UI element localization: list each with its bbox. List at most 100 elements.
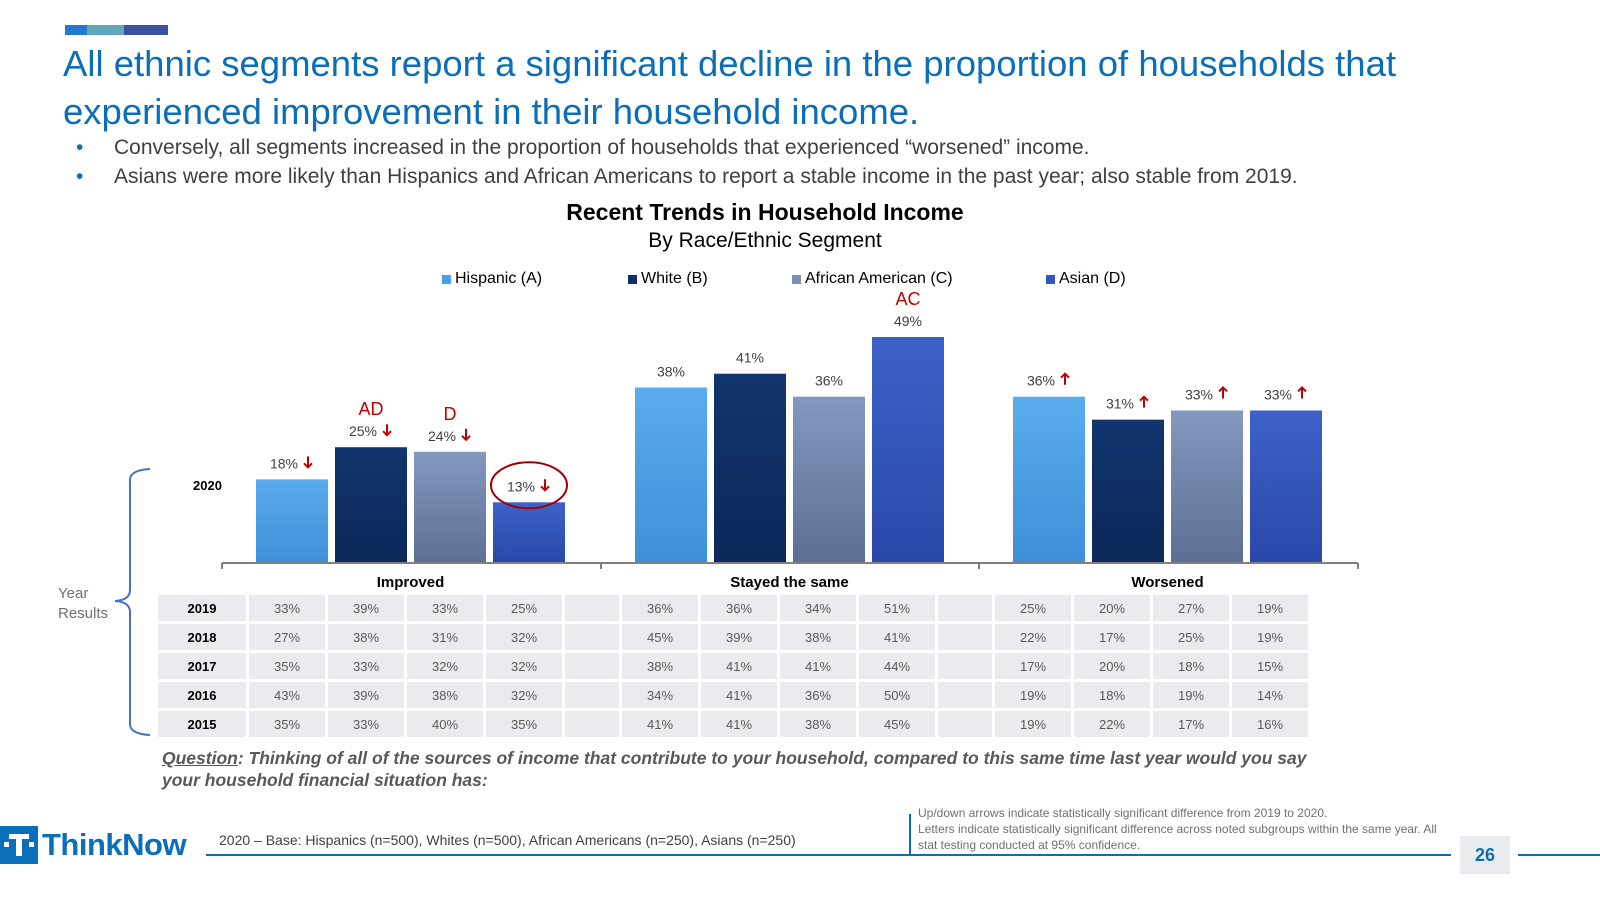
- legend-item-white: White (B): [628, 270, 708, 288]
- footnote-line: Up/down arrows indicate statistically si…: [918, 806, 1328, 820]
- question-text: : Thinking of all of the sources of inco…: [162, 748, 1307, 790]
- chart-subtitle: By Race/Ethnic Segment: [648, 229, 882, 252]
- accent-bar: [65, 25, 168, 35]
- results-cell: 20%: [1074, 653, 1150, 679]
- data-label: 13%: [507, 478, 535, 494]
- results-cell: 38%: [780, 711, 856, 737]
- legend-swatch: [442, 274, 451, 284]
- results-cell: 18%: [1074, 682, 1150, 708]
- results-cell: 33%: [328, 653, 404, 679]
- results-cell: 39%: [328, 595, 404, 621]
- results-cell: 41%: [701, 653, 777, 679]
- results-cell: 40%: [407, 711, 483, 737]
- results-cell: 15%: [1232, 653, 1308, 679]
- bar-asian-d-worsened: [1250, 410, 1322, 562]
- legend-swatch: [792, 274, 801, 284]
- legend-label: Asian (D): [1059, 270, 1126, 287]
- accent-segment: [87, 25, 124, 35]
- bar-african-american-c-improved: [414, 451, 486, 562]
- results-year-cell: 2018: [158, 624, 246, 650]
- results-cell: 32%: [486, 653, 562, 679]
- legend-label: African American (C): [805, 270, 953, 287]
- sig-up-arrow-icon: [1218, 386, 1228, 399]
- legend-label: White (B): [641, 270, 708, 287]
- results-row-2016: 2016 43% 39% 38% 32% 34% 41% 36% 50% 19% 18% 19% 14%: [158, 682, 1308, 708]
- results-cell: 16%: [1232, 711, 1308, 737]
- results-cell: 38%: [407, 682, 483, 708]
- footer-rule: [206, 854, 1451, 856]
- accent-segment: [65, 25, 87, 35]
- results-row-2018: 2018 27% 38% 31% 32% 45% 39% 38% 41% 22% 17% 25% 19%: [158, 624, 1308, 650]
- category-label: Worsened: [1131, 574, 1203, 591]
- bar-white-b-improved: [335, 447, 407, 562]
- bar-white-b-worsened: [1092, 419, 1164, 562]
- results-cell: 41%: [859, 624, 935, 650]
- survey-question: Question: Thinking of all of the sources…: [162, 747, 1342, 791]
- results-spacer-cell: [938, 595, 992, 621]
- bar-asian-d-stayed-the-same: [872, 337, 944, 562]
- sig-down-arrow-icon: [540, 479, 550, 492]
- results-cell: 27%: [249, 624, 325, 650]
- sig-down-arrow-icon: [461, 428, 471, 442]
- data-label: 41%: [736, 350, 764, 366]
- bullet-item: Conversely, all segments increased in th…: [76, 133, 1298, 162]
- results-cell: 19%: [1153, 682, 1229, 708]
- results-cell: 33%: [249, 595, 325, 621]
- bullet-item: Asians were more likely than Hispanics a…: [76, 162, 1298, 191]
- sig-down-arrow-icon: [303, 456, 313, 469]
- data-label: 25%: [349, 423, 377, 439]
- results-cell: 41%: [780, 653, 856, 679]
- bar-hispanic-a-improved: [256, 479, 328, 562]
- results-cell: 39%: [701, 624, 777, 650]
- highlight-circle: [490, 461, 568, 510]
- category-label: Improved: [377, 574, 445, 591]
- results-cell: 20%: [1074, 595, 1150, 621]
- results-cell: 36%: [701, 595, 777, 621]
- data-label: 49%: [894, 313, 922, 329]
- results-spacer-cell: [565, 653, 619, 679]
- logo-text: ThinkNow: [42, 827, 187, 862]
- year-results-label: Year Results: [58, 585, 109, 622]
- results-row-2015: 2015 35% 33% 40% 35% 41% 41% 38% 45% 19% 22% 17% 16%: [158, 711, 1308, 737]
- results-cell: 38%: [622, 653, 698, 679]
- legend-item-asian: Asian (D): [1046, 270, 1126, 288]
- results-cell: 45%: [622, 624, 698, 650]
- chart-title: Recent Trends in Household Income: [566, 199, 964, 225]
- results-row-2017: 2017 35% 33% 32% 32% 38% 41% 41% 44% 17% 20% 18% 15%: [158, 653, 1308, 679]
- results-cell: 32%: [486, 682, 562, 708]
- results-cell: 38%: [780, 624, 856, 650]
- results-cell: 14%: [1232, 682, 1308, 708]
- results-cell: 33%: [328, 711, 404, 737]
- results-year-cell: 2017: [158, 653, 246, 679]
- results-cell: 19%: [1232, 595, 1308, 621]
- results-cell: 39%: [328, 682, 404, 708]
- results-cell: 25%: [1153, 624, 1229, 650]
- results-cell: 17%: [1153, 711, 1229, 737]
- year-results-bracket: [114, 468, 151, 736]
- bar-hispanic-a-stayed-the-same: [635, 387, 707, 562]
- results-cell: 31%: [407, 624, 483, 650]
- sig-up-arrow-icon: [1297, 386, 1307, 399]
- results-spacer-cell: [938, 711, 992, 737]
- results-cell: 22%: [995, 624, 1071, 650]
- row-label-2020: 2020: [193, 478, 222, 493]
- sig-up-arrow-icon: [1139, 395, 1149, 408]
- results-cell: 32%: [407, 653, 483, 679]
- sig-letter-label: AD: [358, 399, 383, 419]
- legend-item-hispanic: Hispanic (A): [442, 270, 542, 288]
- results-spacer-cell: [938, 653, 992, 679]
- results-cell: 27%: [1153, 595, 1229, 621]
- results-cell: 45%: [859, 711, 935, 737]
- sig-down-arrow-icon: [382, 424, 392, 437]
- slide-headline: All ethnic segments report a significant…: [63, 43, 1397, 132]
- bar-white-b-stayed-the-same: [714, 373, 786, 562]
- data-label: 33%: [1185, 386, 1213, 402]
- year-results-table: 2019 33% 39% 33% 25% 36% 36% 34% 51% 25% 20% 27% 19%…: [155, 592, 1311, 740]
- results-cell: 35%: [249, 711, 325, 737]
- page-number: 26: [1460, 836, 1510, 874]
- results-year-cell: 2015: [158, 711, 246, 737]
- results-year-cell: 2019: [158, 595, 246, 621]
- results-cell: 17%: [1074, 624, 1150, 650]
- sig-up-arrow-icon: [1060, 372, 1070, 385]
- data-label: 31%: [1106, 396, 1134, 412]
